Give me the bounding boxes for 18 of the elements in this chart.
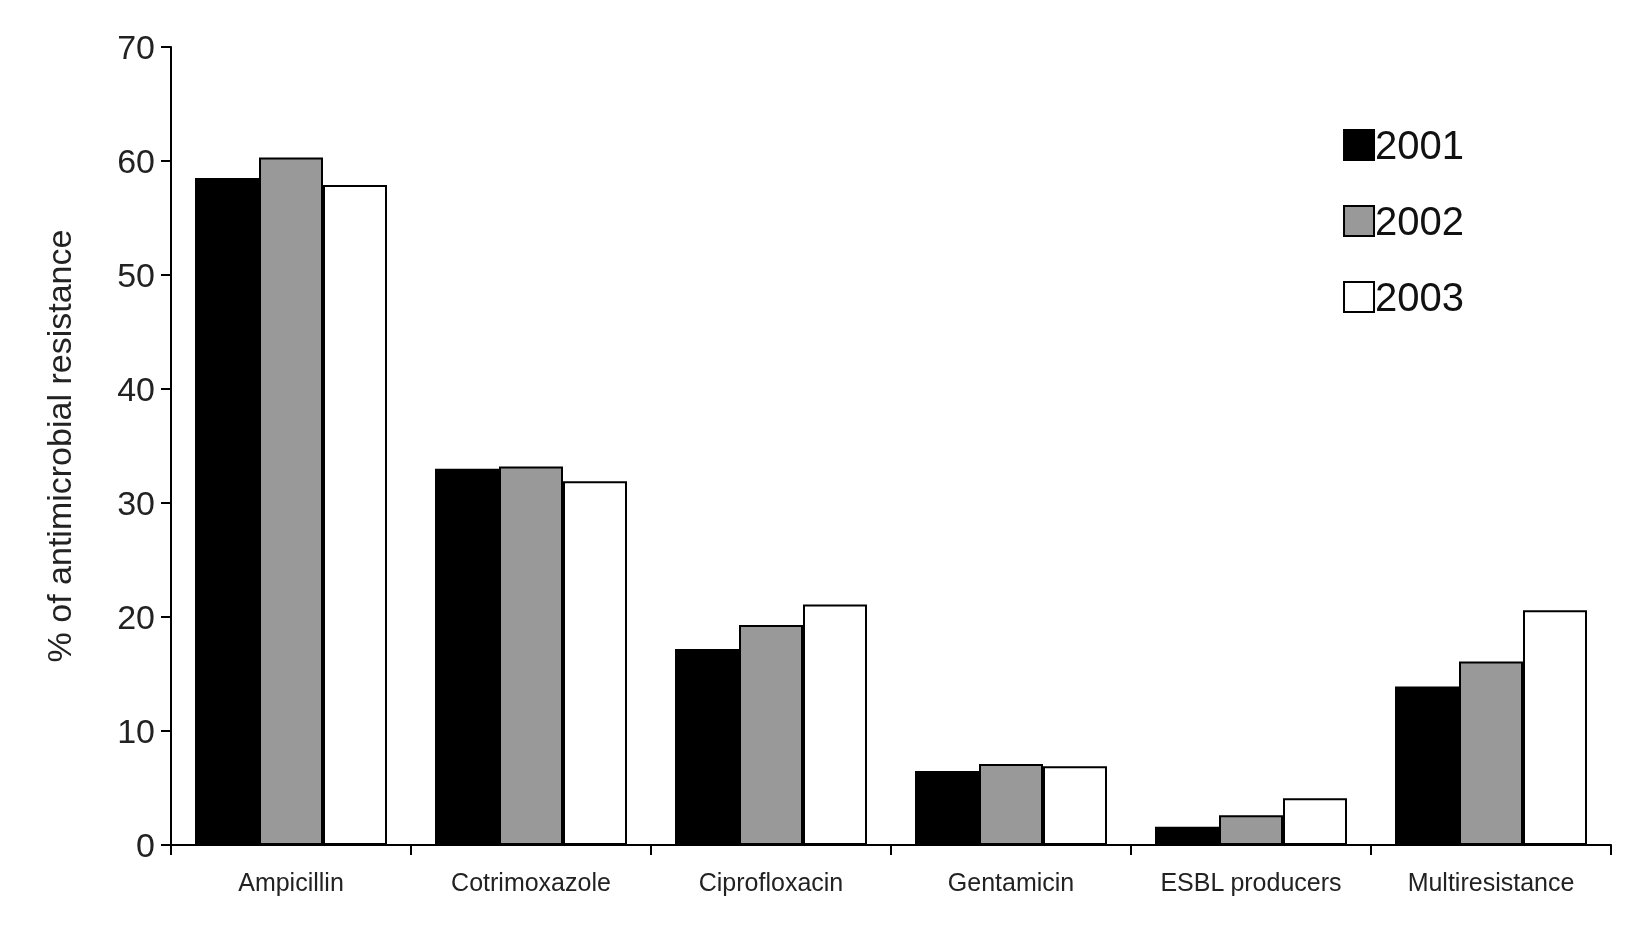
y-tick-label: 10	[117, 712, 155, 750]
x-tick-label: Ciprofloxacin	[698, 867, 844, 896]
x-tick-label: ESBL producers	[1160, 867, 1342, 896]
y-tick-label: 30	[117, 484, 155, 522]
y-tick-label: 20	[117, 598, 155, 636]
legend-label: 2003	[1375, 275, 1464, 319]
y-tick-label: 0	[136, 826, 155, 864]
y-tick-label: 40	[117, 370, 155, 408]
y-axis-title: % of antimicrobial resistance	[40, 229, 78, 663]
legend-label: 2002	[1375, 199, 1464, 243]
y-tick-label: 60	[117, 142, 155, 180]
x-tick-label: Ampicillin	[238, 867, 344, 896]
y-tick-label: 70	[117, 28, 155, 66]
y-tick-label: 50	[117, 256, 155, 294]
x-tick-label: Cotrimoxazole	[451, 867, 611, 896]
x-tick-label: Gentamicin	[947, 867, 1075, 896]
legend-label: 2001	[1375, 123, 1464, 167]
x-tick-label: Multiresistance	[1407, 867, 1575, 896]
